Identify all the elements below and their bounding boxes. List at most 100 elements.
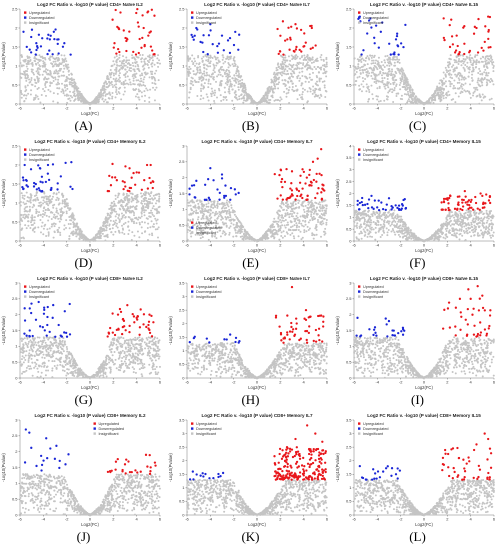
insignificant-point xyxy=(31,64,34,67)
insignificant-point xyxy=(64,84,67,87)
insignificant-point xyxy=(298,222,301,225)
insignificant-point xyxy=(133,70,136,73)
insignificant-point xyxy=(122,205,125,208)
upregulated-point xyxy=(309,47,312,50)
insignificant-point xyxy=(19,223,22,226)
insignificant-point xyxy=(141,65,144,68)
upregulated-point xyxy=(454,49,458,52)
upregulated-point xyxy=(124,165,127,168)
insignificant-point xyxy=(306,61,309,64)
insignificant-point xyxy=(459,92,462,95)
insignificant-point xyxy=(35,212,38,215)
insignificant-point xyxy=(309,90,312,93)
insignificant-point xyxy=(309,219,312,222)
insignificant-point xyxy=(115,68,118,71)
downregulated-point xyxy=(217,42,221,45)
insignificant-point xyxy=(124,79,127,82)
insignificant-point xyxy=(53,225,56,228)
insignificant-point xyxy=(60,90,63,93)
insignificant-point xyxy=(20,214,23,217)
insignificant-point xyxy=(35,191,38,194)
insignificant-point xyxy=(31,219,34,222)
insignificant-point xyxy=(27,213,30,216)
insignificant-point xyxy=(440,93,443,96)
insignificant-point xyxy=(487,71,490,74)
insignificant-point xyxy=(20,55,23,58)
insignificant-point xyxy=(311,219,314,222)
insignificant-point xyxy=(274,87,277,90)
insignificant-point xyxy=(280,216,283,219)
insignificant-point xyxy=(291,203,294,206)
insignificant-point xyxy=(236,217,239,220)
insignificant-point xyxy=(206,96,209,99)
insignificant-point xyxy=(266,237,269,240)
insignificant-point xyxy=(33,230,36,233)
insignificant-point xyxy=(215,210,218,213)
insignificant-point xyxy=(191,54,194,57)
insignificant-point xyxy=(284,85,287,88)
insignificant-point xyxy=(115,86,118,89)
downregulated-point xyxy=(46,172,50,175)
insignificant-point xyxy=(150,211,153,214)
insignificant-point xyxy=(20,228,23,231)
insignificant-point xyxy=(92,236,95,239)
insignificant-point xyxy=(205,205,208,208)
upregulated-point xyxy=(288,48,291,51)
insignificant-point xyxy=(226,56,229,59)
downregulated-point xyxy=(25,45,28,49)
insignificant-point xyxy=(78,97,81,100)
insignificant-point xyxy=(216,56,219,59)
insignificant-point xyxy=(234,229,237,232)
insignificant-point xyxy=(294,56,297,59)
insignificant-point xyxy=(220,207,223,210)
insignificant-point xyxy=(30,219,33,222)
insignificant-point xyxy=(31,68,34,71)
insignificant-point xyxy=(225,217,228,220)
insignificant-point xyxy=(228,79,231,82)
volcano-plot: Log2 FC Ratio v. -log10 (P value) CD4+ N… xyxy=(1,2,162,116)
insignificant-point xyxy=(101,232,104,235)
upregulated-point xyxy=(276,27,279,31)
insignificant-point xyxy=(65,212,68,215)
insignificant-point xyxy=(113,56,116,59)
insignificant-point xyxy=(200,202,203,205)
insignificant-point xyxy=(452,64,455,67)
insignificant-point xyxy=(110,231,113,234)
downregulated-point xyxy=(57,52,60,55)
insignificant-point xyxy=(474,88,477,91)
insignificant-point xyxy=(144,94,147,97)
insignificant-point xyxy=(411,89,414,92)
insignificant-point xyxy=(358,75,361,78)
insignificant-point xyxy=(321,205,324,208)
insignificant-point xyxy=(148,202,151,205)
upregulated-point xyxy=(118,50,121,54)
insignificant-point xyxy=(122,81,125,84)
insignificant-point xyxy=(278,238,281,241)
insignificant-point xyxy=(154,79,157,82)
insignificant-point xyxy=(476,54,479,57)
insignificant-point xyxy=(68,81,71,84)
insignificant-point xyxy=(49,211,52,214)
insignificant-point xyxy=(126,194,129,197)
insignificant-point xyxy=(79,236,82,239)
insignificant-point xyxy=(317,221,320,224)
insignificant-point xyxy=(105,83,108,86)
insignificant-point xyxy=(314,89,317,92)
insignificant-point xyxy=(314,210,317,213)
insignificant-point xyxy=(468,68,471,71)
insignificant-point xyxy=(212,69,215,72)
y-axis-label: -Log10(Pvalue) xyxy=(1,42,6,71)
insignificant-point xyxy=(479,57,482,60)
insignificant-point xyxy=(36,198,39,201)
downregulated-point xyxy=(49,34,52,37)
insignificant-point xyxy=(37,98,40,101)
insignificant-point xyxy=(148,96,151,99)
insignificant-point xyxy=(49,73,52,76)
insignificant-point xyxy=(365,57,368,60)
upregulated-point xyxy=(472,32,476,35)
insignificant-point xyxy=(197,206,200,209)
insignificant-point xyxy=(370,75,373,78)
insignificant-point xyxy=(211,233,214,236)
insignificant-point xyxy=(296,212,299,215)
insignificant-point xyxy=(487,61,490,64)
